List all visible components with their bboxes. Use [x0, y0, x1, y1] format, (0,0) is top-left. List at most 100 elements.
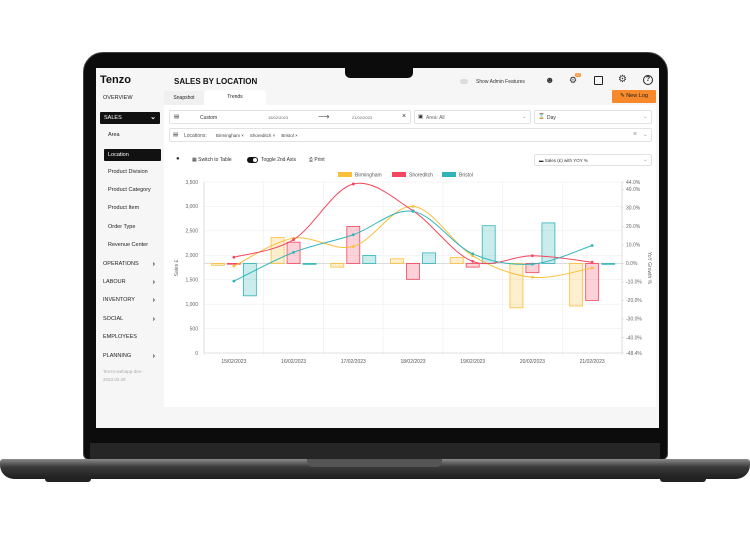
y2-tick-label: 30.0% [626, 206, 641, 212]
bar-bristol [541, 222, 556, 264]
sidebar-item-social[interactable]: SOCIAL › [103, 315, 159, 324]
chip-label: Shoreditch [249, 133, 272, 138]
locations-label: Locations: [184, 133, 207, 139]
sidebar-item-order-type[interactable]: Order Type [104, 223, 160, 232]
sidebar-item-operations[interactable]: OPERATIONS › [103, 260, 159, 269]
bell-icon[interactable]: ⚙ [569, 75, 578, 85]
chevron-right-icon: › [152, 315, 155, 323]
info-icon[interactable]: ● [176, 156, 180, 162]
date-preset[interactable]: Custom [200, 115, 218, 121]
sidebar-item-product-category[interactable]: Product Category [104, 186, 160, 195]
point-bristol [411, 209, 415, 213]
bar-bristol [302, 263, 317, 265]
point-bristol [292, 250, 295, 254]
legend-swatch [392, 172, 406, 177]
granularity-value: Day [547, 115, 556, 121]
new-log-label: New Log [626, 93, 648, 99]
page-title: SALES BY LOCATION [174, 77, 258, 86]
sidebar-item-label: Area [108, 131, 120, 138]
admin-toggle[interactable] [460, 79, 468, 84]
y2-tick-label: 0.0% [626, 261, 638, 267]
bar-bristol [362, 255, 377, 264]
point-birmingham [531, 275, 534, 279]
locations-select[interactable]: ▤ Locations: Birmingham × Shoreditch × Bri… [169, 128, 652, 142]
hourglass-icon: ⌛ [538, 114, 545, 120]
x-tick-label: 18/02/2023 [400, 359, 425, 365]
y2-tick-label: -40.0% [626, 335, 642, 341]
bar-birmingham [509, 263, 524, 309]
sidebar-item-label: INVENTORY [103, 297, 135, 304]
clear-icon[interactable]: × [402, 113, 407, 120]
y-tick-label: 2,500 [185, 229, 198, 235]
location-chip[interactable]: Bristol × [281, 133, 298, 138]
new-log-button[interactable]: ✎ New Log [612, 90, 656, 103]
print-button[interactable]: ⎙ Print [309, 157, 325, 163]
gear-icon[interactable]: ⚙ [618, 74, 627, 85]
point-bristol [471, 252, 475, 256]
laptop-foot [45, 478, 91, 482]
chip-label: Bristol [281, 133, 294, 138]
sidebar-item-planning[interactable]: PLANNING › [103, 352, 159, 361]
bar-birmingham [569, 263, 584, 307]
notification-badge: 22 [575, 73, 581, 77]
note-icon[interactable] [594, 76, 603, 85]
metric-value: ▬ Sales (£) with YOY % [539, 158, 588, 163]
sidebar-item-label: EMPLOYEES [103, 334, 137, 341]
clear-icon[interactable]: × [633, 131, 638, 138]
chevron-down-icon: ⌄ [150, 114, 156, 122]
tab-trends[interactable]: Trends [204, 90, 266, 105]
bar-shoreditch [406, 263, 420, 280]
granularity-select[interactable]: ⌛ Day ⌄ [534, 110, 652, 124]
date-to[interactable]: 21/02/2023 [352, 115, 373, 120]
toggle-2nd-axis-label: Toggle 2nd Axis [261, 157, 297, 163]
sidebar-item-employees[interactable]: EMPLOYEES [103, 333, 159, 342]
x-tick-label: 16/02/2023 [281, 359, 306, 365]
sidebar-item-label: SALES [104, 115, 122, 122]
sidebar-item-product-item[interactable]: Product Item [104, 204, 160, 213]
user-icon[interactable]: ☻ [545, 75, 555, 85]
point-bristol [590, 244, 594, 247]
sidebar-item-label: SOCIAL [103, 315, 124, 322]
location-chip[interactable]: Birmingham × [216, 133, 244, 138]
sidebar-item-overview[interactable]: OVERVIEW [103, 94, 159, 103]
sidebar-item-area[interactable]: Area [104, 131, 160, 140]
bar-bristol [242, 263, 257, 297]
point-birmingham [351, 245, 355, 248]
point-bristol [351, 233, 355, 237]
bar-birmingham [330, 263, 345, 268]
sidebar-item-label: Order Type [108, 223, 136, 230]
point-shoreditch [351, 182, 355, 186]
date-from[interactable]: 15/02/2023 [268, 115, 289, 120]
printer-icon: ⎙ [309, 157, 315, 163]
point-shoreditch [292, 238, 295, 242]
point-birmingham [411, 205, 415, 208]
area-select[interactable]: ▣ Area: All ⌄ [414, 110, 531, 124]
point-birmingham [471, 254, 475, 258]
second-axis-toggle[interactable] [247, 157, 258, 163]
chevron-down-icon: ⌄ [643, 132, 648, 138]
y2-tick-label: -20.0% [626, 298, 642, 304]
location-chip[interactable]: Shoreditch × [249, 133, 276, 138]
sidebar-item-sales[interactable]: SALES ⌄ [100, 112, 160, 125]
sidebar-item-inventory[interactable]: INVENTORY › [103, 296, 159, 305]
help-icon[interactable]: ? [643, 75, 653, 85]
sidebar-item-labour[interactable]: LABOUR › [103, 278, 159, 287]
date-range-picker[interactable]: ▤ Custom 15/02/2023 ⟶ 21/02/2023 × [169, 110, 411, 124]
sidebar-item-location[interactable]: Location [104, 149, 161, 162]
bar-bristol [601, 263, 616, 265]
switch-to-table-button[interactable]: ▦ Switch to Table [192, 157, 232, 163]
metric-select[interactable]: ▬ Sales (£) with YOY % ⌄ [534, 154, 652, 166]
y-axis-label: Sales £ [174, 259, 180, 276]
sidebar-item-product-division[interactable]: Product Division [104, 168, 160, 177]
sidebar-item-revenue-center[interactable]: Revenue Center [104, 241, 160, 250]
point-birmingham [590, 266, 594, 270]
arrow-right-icon: ⟶ [318, 112, 330, 121]
chevron-right-icon: › [152, 279, 155, 286]
chevron-down-icon: ⌄ [643, 114, 648, 120]
y2-tick-label: -48.4% [626, 351, 642, 357]
chevron-right-icon: › [152, 352, 155, 360]
sidebar-item-label: PLANNING [103, 352, 132, 359]
building-icon: ▣ [418, 114, 424, 120]
calendar-icon: ▤ [174, 114, 180, 120]
tab-snapshot[interactable]: Snapshot [164, 91, 204, 105]
